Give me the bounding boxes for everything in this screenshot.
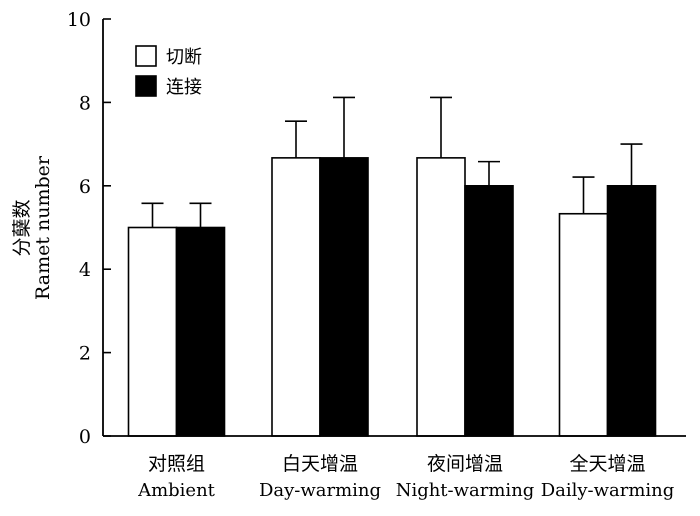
legend: 切断 连接	[135, 45, 202, 98]
bar-cut	[416, 157, 466, 437]
y-tick-label: 6	[79, 176, 91, 198]
y-tick-label: 8	[79, 92, 91, 114]
y-axis-label-cn: 分蘖数	[11, 199, 33, 256]
y-tick-label: 0	[79, 426, 91, 448]
bars	[127, 157, 657, 437]
bar-cut	[558, 212, 609, 437]
y-axis-label-en: Ramet number	[32, 155, 54, 300]
bar-cut	[127, 226, 178, 437]
y-ticks: 0 2 4 6 8 10	[67, 9, 111, 448]
x-tick-label-cn: 对照组	[148, 453, 205, 475]
bar-connected	[175, 226, 226, 437]
x-tick-labels: 对照组 Ambient 白天增温 Day-warming 夜间增温 Night-warmi…	[137, 453, 674, 501]
y-tick-label: 4	[79, 259, 91, 281]
y-axis-title: 分蘖数 Ramet number	[11, 155, 54, 300]
x-tick-label-cn: 全天增温	[569, 453, 645, 475]
legend-swatch-connected	[135, 75, 157, 97]
bar-connected	[319, 157, 369, 437]
x-tick-label-cn: 白天增温	[282, 453, 358, 475]
legend-label-cut: 切断	[166, 47, 202, 68]
y-tick-label: 10	[67, 9, 91, 31]
axes	[102, 19, 686, 437]
legend-swatch-cut	[135, 45, 157, 67]
bar-connected	[464, 185, 514, 437]
x-tick-label-en: Day-warming	[259, 480, 381, 501]
x-tick-label-en: Night-warming	[396, 480, 535, 501]
bar-connected	[606, 185, 657, 437]
x-tick-label-en: Ambient	[137, 480, 216, 501]
error-bars	[141, 96, 643, 228]
legend-label-connected: 连接	[166, 77, 202, 98]
bar-cut	[271, 157, 321, 437]
x-tick-label-cn: 夜间增温	[427, 453, 503, 475]
x-tick-label-en: Daily-warming	[541, 480, 675, 501]
y-tick-label: 2	[79, 343, 91, 365]
